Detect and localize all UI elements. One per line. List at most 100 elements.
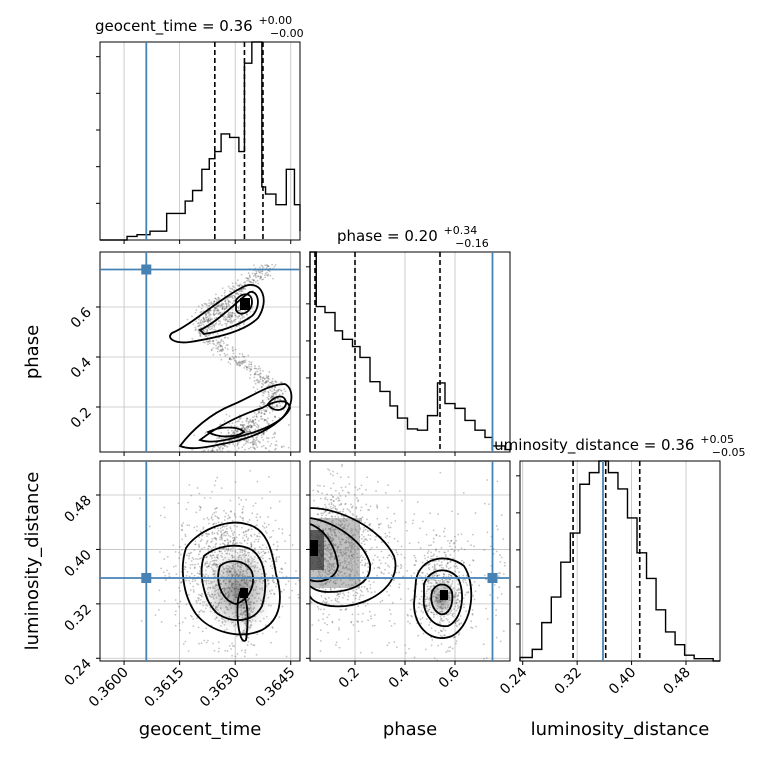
scatter-point [357,613,360,616]
scatter-point [229,290,231,293]
scatter-point [217,304,219,307]
scatter-point [357,556,360,559]
scatter-point [253,438,255,441]
scatter-point [339,551,342,554]
scatter-point [272,393,275,396]
scatter-point [263,413,266,415]
scatter-point [255,416,258,418]
scatter-point [224,307,226,310]
scatter-point [212,353,215,356]
scatter-point [242,287,245,290]
scatter-point [224,445,226,447]
scatter-point [268,412,271,414]
scatter-point [207,545,210,548]
scatter-point [181,548,183,551]
scatter-point [194,326,197,329]
scatter-point [238,309,241,312]
scatter-point [348,483,351,485]
scatter-point [215,307,218,310]
scatter-point [254,281,257,283]
scatter-point [275,393,277,396]
scatter-point [246,418,249,420]
scatter-point [221,347,224,350]
scatter-point [205,304,208,307]
scatter-point [264,390,267,393]
scatter-point [271,377,274,380]
scatter-point [332,537,335,540]
scatter-point [354,486,357,489]
scatter-point [234,355,237,358]
scatter-point [242,425,244,427]
scatter-point [406,570,409,572]
scatter-point [274,386,276,389]
scatter-point [255,451,258,452]
scatter-point [225,306,228,308]
scatter-point [400,565,403,568]
scatter-point [214,297,217,300]
scatter-point [348,541,351,544]
scatter-point [239,292,242,295]
scatter-point [207,327,210,330]
scatter-point [429,512,432,515]
scatter-point [219,344,222,347]
scatter-point [439,634,442,637]
scatter-point [209,545,212,548]
scatter-point [351,564,354,567]
scatter-point [407,614,409,617]
scatter-point [371,651,373,654]
scatter-point [219,349,222,352]
scatter-point [335,498,338,500]
scatter-point [323,601,326,604]
scatter-point [430,627,433,630]
scatter-point [325,524,328,527]
scatter-point [234,360,237,362]
scatter-point [341,554,344,557]
scatter-point [199,540,202,543]
scatter-point [275,391,277,394]
scatter-point [324,543,326,545]
scatter-point [335,523,338,526]
scatter-point [420,622,423,625]
scatter-point [424,557,427,560]
scatter-point [439,471,442,474]
scatter-point [449,646,452,648]
scatter-point [207,533,210,536]
scatter-point [267,265,270,268]
scatter-point [271,380,274,383]
scatter-point [367,590,369,593]
scatter-point [265,380,268,383]
scatter-point [263,412,266,415]
scatter-point [243,361,246,364]
scatter-point [345,565,348,568]
scatter-point [393,641,396,643]
scatter-point [354,551,357,554]
scatter-point [352,547,355,549]
scatter-point [344,503,346,506]
scatter-point [264,381,267,384]
scatter-point [280,567,283,570]
scatter-point [343,527,345,530]
xlabel-luminosity-distance: luminosity_distance [531,719,710,740]
scatter-point [272,433,275,436]
scatter-point [214,479,217,482]
scatter-point [430,544,432,547]
scatter-point [240,290,242,293]
scatter-point [376,546,378,549]
scatter-point [343,567,346,570]
scatter-point [364,528,367,531]
scatter-point [443,573,446,576]
scatter-point [257,538,260,541]
scatter-point [280,445,283,448]
scatter-point [205,314,208,316]
scatter-point [249,377,251,380]
scatter-point [370,546,373,549]
scatter-point [247,528,250,531]
scatter-point [332,529,335,532]
scatter-point [231,537,234,539]
scatter-point [455,539,458,542]
scatter-point [220,445,223,447]
scatter-point [236,279,239,282]
scatter-point [369,548,372,551]
scatter-point [218,448,221,451]
scatter-point [219,543,222,546]
